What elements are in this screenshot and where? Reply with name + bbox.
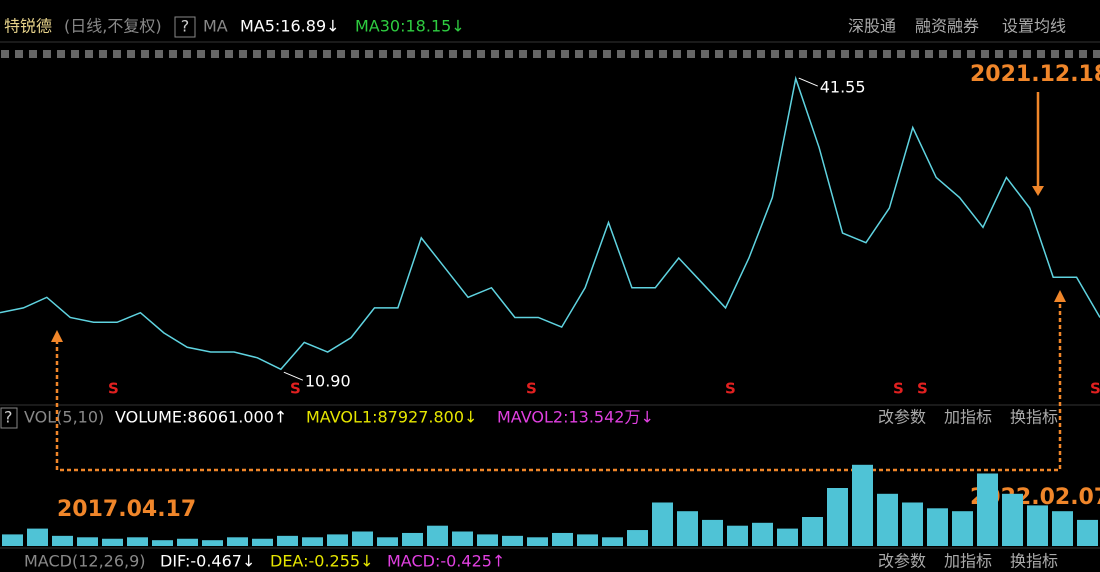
svg-text:S: S <box>725 380 736 398</box>
volume-bar <box>527 537 548 546</box>
date-annotation: 2017.04.17 <box>57 497 196 522</box>
volume-bar <box>902 502 923 546</box>
volume-bar <box>577 534 598 546</box>
mavol2: MAVOL2:13.542万↓ <box>497 408 654 427</box>
volume-bar <box>202 540 223 546</box>
volume-bar <box>102 538 123 546</box>
volume-bar <box>227 537 248 546</box>
button[interactable]: 换指标 <box>1010 408 1058 427</box>
vol-name: VOL(5,10) <box>24 408 104 427</box>
price-line <box>0 75 1100 371</box>
mode: (日线,不复权) <box>64 17 162 36</box>
svg-text:S: S <box>526 380 537 398</box>
volume-bar <box>652 502 673 546</box>
help[interactable]: ? <box>4 408 13 427</box>
volume-bar <box>1077 519 1098 546</box>
volume-bar <box>2 534 23 546</box>
ma5: MA5:16.89↓ <box>240 17 340 36</box>
svg-text:S: S <box>108 380 119 398</box>
help[interactable]: ? <box>181 17 190 36</box>
volume-bar <box>152 540 173 546</box>
svg-text:S: S <box>1090 380 1100 398</box>
help-box[interactable] <box>0 407 18 429</box>
button[interactable]: 换指标 <box>1010 552 1058 571</box>
volume: VOLUME:86061.000↑ <box>115 408 287 427</box>
volume-bar <box>52 535 73 546</box>
volume-bar <box>77 537 98 546</box>
mavol1: MAVOL1:87927.800↓ <box>306 408 477 427</box>
volume-bar <box>177 538 198 546</box>
button[interactable]: 改参数 <box>878 552 926 571</box>
svg-text:S: S <box>290 380 301 398</box>
volume-bar <box>1027 505 1048 546</box>
dea: DEA:-0.255↓ <box>270 552 373 571</box>
dif: DIF:-0.467↓ <box>160 552 255 571</box>
volume-bar <box>427 525 448 546</box>
link[interactable]: 设置均线 <box>1002 17 1066 36</box>
macd: MACD:-0.425↑ <box>387 552 505 571</box>
macd-name: MACD(12,26,9) <box>24 552 146 571</box>
button[interactable]: 加指标 <box>944 552 992 571</box>
volume-bar <box>602 537 623 546</box>
volume-bar <box>402 532 423 546</box>
volume-bar <box>627 530 648 546</box>
arrowheads <box>51 186 1066 342</box>
volume-bar <box>927 508 948 546</box>
masked-row <box>0 48 1100 60</box>
button[interactable]: 改参数 <box>878 408 926 427</box>
volume-bar <box>977 473 998 546</box>
volume-bar <box>552 532 573 546</box>
volume-bar <box>377 537 398 546</box>
date-annotation: 2021.12.18 <box>970 62 1100 87</box>
volume-bar <box>252 538 273 546</box>
annotation-lines <box>55 92 1062 472</box>
annotation-pointer <box>283 371 304 381</box>
volume-bar <box>877 493 898 546</box>
volume-bar <box>127 537 148 546</box>
volume-bar <box>752 522 773 546</box>
volume-bar <box>1052 511 1073 546</box>
svg-text:S: S <box>893 380 904 398</box>
volume-bar <box>352 531 373 546</box>
volume-bar <box>777 528 798 546</box>
price-annotation: 10.90 <box>305 372 351 391</box>
volume-bar <box>452 531 473 546</box>
help-box[interactable] <box>174 16 196 38</box>
stock-name: 特锐德 <box>4 17 52 36</box>
volume-bar <box>702 519 723 546</box>
price-annotation: 41.55 <box>820 78 866 97</box>
volume-bar <box>327 534 348 546</box>
volume-bar <box>677 511 698 546</box>
ma-label: MA <box>203 17 228 36</box>
annotation-pointer <box>798 77 818 87</box>
button[interactable]: 加指标 <box>944 408 992 427</box>
volume-bar <box>1002 493 1023 546</box>
volume-bar <box>952 511 973 546</box>
volume-bar <box>802 517 823 546</box>
volume-bar <box>727 525 748 546</box>
link[interactable]: 深股通 <box>848 17 896 36</box>
volume-bar <box>477 534 498 546</box>
svg-text:S: S <box>917 380 928 398</box>
volume-bar <box>277 535 298 546</box>
ma30: MA30:18.15↓ <box>355 17 465 36</box>
volume-bar <box>302 537 323 546</box>
volume-bar <box>852 464 873 546</box>
volume-bar <box>827 488 848 546</box>
volume-bar <box>27 528 48 546</box>
link[interactable]: 融资融券 <box>915 17 979 36</box>
volume-bar <box>502 535 523 546</box>
